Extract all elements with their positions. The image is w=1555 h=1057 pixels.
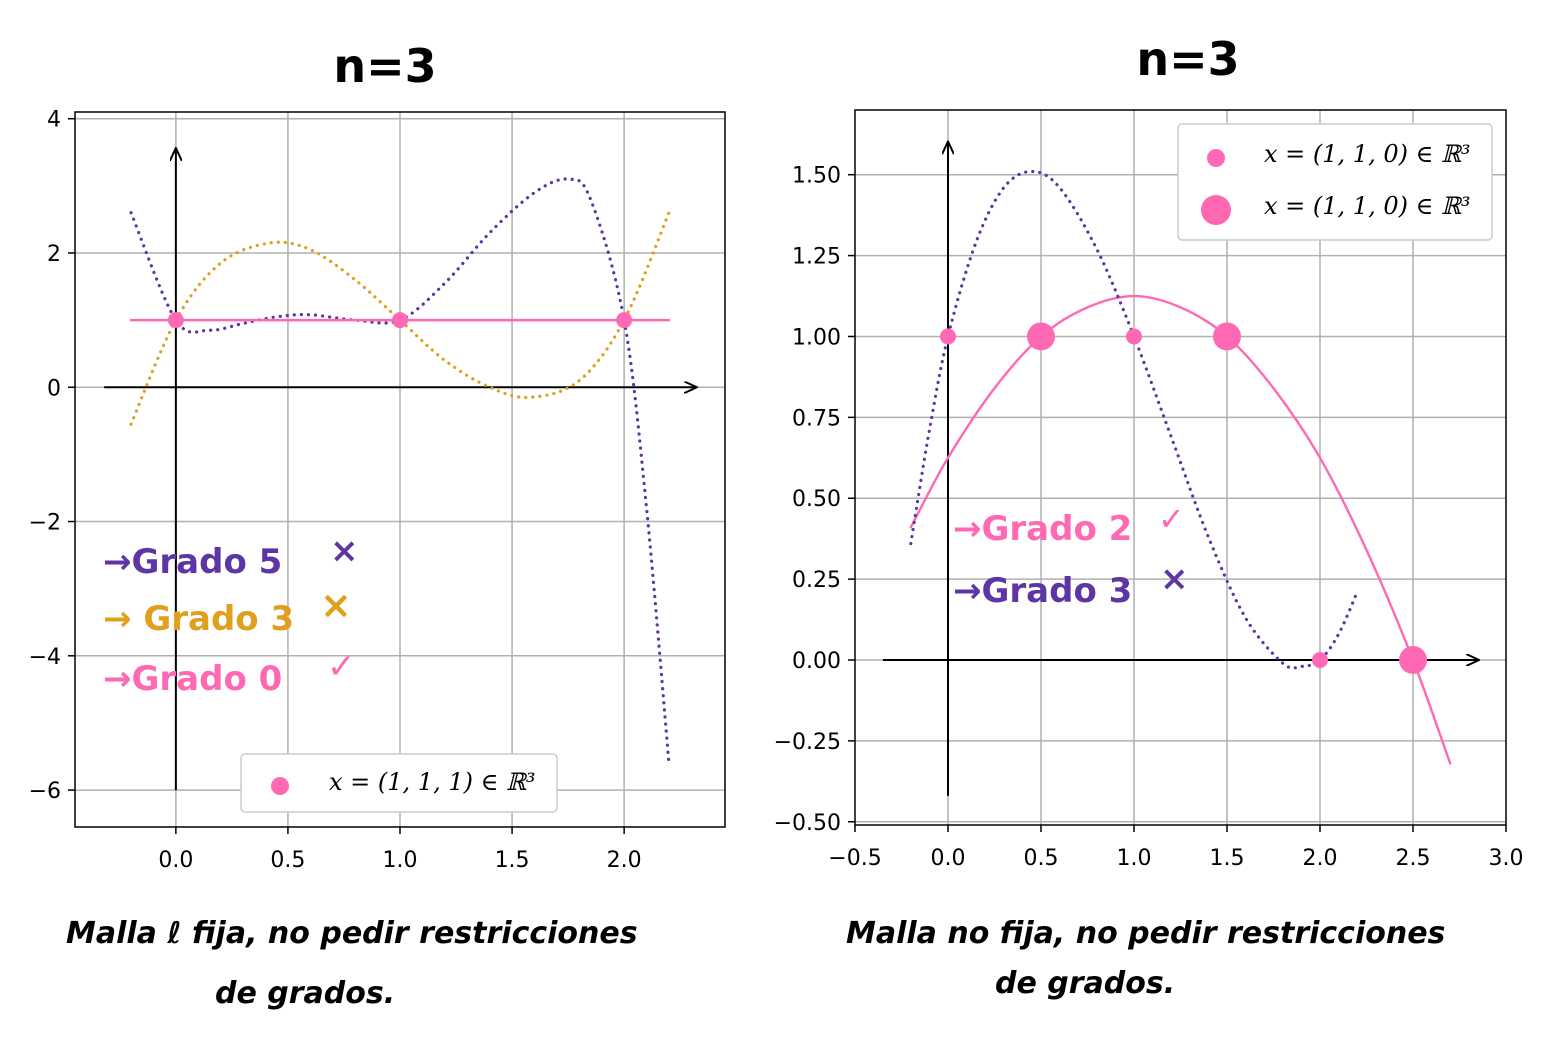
x-tick-label: 2.5 [1396, 846, 1431, 871]
y-tick-label: 0 [47, 376, 61, 401]
x-tick-label: 0.0 [158, 848, 193, 873]
y-tick-label: −2 [29, 511, 61, 536]
data-point-large [1399, 646, 1427, 674]
y-tick-label: 0.25 [792, 568, 841, 593]
data-point [167, 312, 184, 329]
y-tick-label: 1.50 [792, 164, 841, 189]
label-grado-3-right: →Grado 3 [953, 571, 1132, 611]
y-tick-label: 4 [47, 108, 61, 133]
left-chart-title: n=3 [333, 39, 436, 93]
label-grado-5: →Grado 5 [103, 542, 282, 582]
x-tick-label: 1.5 [1210, 846, 1245, 871]
left-plot-frame [74, 111, 726, 828]
right-ticks: −0.5 0.0 0.5 1.0 1.5 2.0 2.5 3.0 1.50 1.25 1.00 0.7… [774, 164, 1524, 871]
data-point [616, 312, 633, 329]
right-chart-title: n=3 [1136, 32, 1239, 86]
left-grid [75, 112, 725, 827]
y-tick-label: 1.00 [792, 325, 841, 350]
x-tick-label: −0.5 [828, 846, 881, 871]
right-legend-label-small: x = (1, 1, 0) ∈ ℝ³ [1264, 140, 1471, 168]
y-tick-label: 2 [47, 242, 61, 267]
right-points [940, 322, 1427, 674]
x-tick-label: 0.5 [270, 848, 305, 873]
y-tick-label: 0.00 [792, 649, 841, 674]
left-legend: x = (1, 1, 1) ∈ ℝ³ [240, 753, 558, 813]
left-ticks: 0.0 0.5 1.0 1.5 2.0 4 2 0 −2 −4 −6 [29, 108, 642, 873]
y-tick-label: −0.25 [774, 730, 841, 755]
right-series-labels: →Grado 2 ✓ →Grado 3 × [953, 500, 1189, 611]
x-tick-label: 1.5 [495, 848, 530, 873]
x-tick-label: 3.0 [1489, 846, 1524, 871]
left-drawn-axes [104, 149, 696, 791]
right-plot-frame [854, 109, 1507, 826]
series-curve [129, 177, 671, 765]
label-grado-2: →Grado 2 [953, 509, 1132, 549]
y-tick-label: −6 [29, 779, 61, 804]
left-legend-marker [271, 777, 289, 795]
y-tick-label: 1.25 [792, 245, 841, 270]
left-chart: n=3 0.0 0.5 1.0 1.5 2.0 4 2 0 −2 −4 −6 →Grado 5 × … [29, 39, 726, 1011]
y-tick-label: −0.50 [774, 811, 841, 836]
right-note-line-1: Malla no fija, no pedir restricciones [846, 916, 1445, 951]
data-point-large [1027, 322, 1055, 351]
y-tick-label: 0.50 [792, 487, 841, 512]
mark-grado-3-right: × [1160, 559, 1189, 599]
data-point-small [940, 328, 956, 345]
x-tick-label: 1.0 [1117, 846, 1152, 871]
x-tick-label: 2.0 [607, 848, 642, 873]
left-legend-label: x = (1, 1, 1) ∈ ℝ³ [329, 768, 536, 796]
left-note-line-2: de grados. [215, 976, 395, 1011]
label-grado-0: →Grado 0 [103, 659, 282, 699]
left-note-line-1: Malla ℓ fija, no pedir restricciones [66, 916, 638, 951]
mark-grado-2: ✓ [1158, 500, 1185, 538]
right-legend-marker-large [1201, 195, 1231, 225]
right-legend: x = (1, 1, 0) ∈ ℝ³ x = (1, 1, 0) ∈ ℝ³ [1177, 123, 1493, 241]
right-drawn-axes [882, 142, 1478, 796]
x-tick-label: 2.0 [1303, 846, 1338, 871]
right-legend-marker-small [1207, 149, 1225, 167]
data-point-small [1312, 652, 1328, 668]
data-point-small [1126, 328, 1142, 345]
data-point [392, 312, 408, 329]
label-grado-3: → Grado 3 [103, 599, 294, 639]
right-note-line-2: de grados. [995, 966, 1175, 1001]
right-series [909, 169, 1452, 765]
right-legend-label-large: x = (1, 1, 0) ∈ ℝ³ [1264, 192, 1471, 220]
right-chart: n=3 −0.5 0.0 0.5 1.0 1.5 2.0 2.5 3.0 1.50 1.25 1.0… [774, 32, 1524, 1001]
y-tick-label: 0.75 [792, 406, 841, 431]
left-series-labels: →Grado 5 × → Grado 3 × →Grado 0 ✓ [103, 531, 359, 699]
mark-grado-5: × [330, 531, 359, 571]
mark-grado-0: ✓ [327, 647, 356, 687]
y-tick-label: −4 [29, 645, 61, 670]
x-tick-label: 0.5 [1024, 846, 1059, 871]
series-curve [909, 294, 1452, 765]
x-tick-label: 0.0 [931, 846, 966, 871]
x-tick-label: 1.0 [383, 848, 418, 873]
mark-grado-3: × [320, 583, 352, 627]
left-points [167, 312, 633, 329]
data-point-large [1213, 322, 1241, 351]
